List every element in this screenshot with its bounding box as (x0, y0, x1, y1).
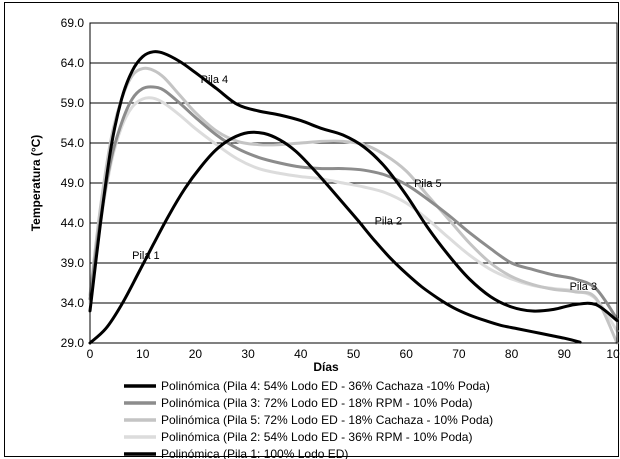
series-line-4 (88, 96, 619, 333)
legend-entry: Polinómica (Pila 5: 72% Lodo ED - 18% Ca… (161, 413, 493, 427)
annotation-label: Pila 1 (132, 250, 160, 262)
series-line-3 (88, 66, 619, 345)
y-axis-label: Temperatura (°C) (29, 135, 43, 232)
legend-entry: Polinómica (Pila 4: 54% Lodo ED - 36% Ca… (161, 379, 490, 393)
y-tick-label: 44.0 (61, 216, 85, 230)
series-line-5 (88, 130, 582, 345)
y-tick-label: 39.0 (61, 256, 85, 270)
x-tick-label: 70 (452, 347, 466, 361)
x-tick-label: 10 (606, 347, 620, 361)
y-tick-label: 54.0 (61, 136, 85, 150)
y-tick-label: 69.0 (61, 16, 85, 30)
legend-entry: Polinómica (Pila 2: 54% Lodo ED - 36% RP… (161, 430, 472, 444)
y-tick-label: 29.0 (61, 336, 85, 350)
legend: Polinómica (Pila 4: 54% Lodo ED - 36% Ca… (124, 379, 493, 459)
x-tick-label: 40 (294, 347, 308, 361)
annotation-label: Pila 3 (570, 281, 598, 293)
x-tick-labels: 0 10 20 30 40 50 60 70 80 90 10 (87, 347, 620, 361)
x-tick-label: 90 (558, 347, 572, 361)
x-tick-label: 80 (505, 347, 519, 361)
chart-frame (4, 2, 619, 457)
y-tick-labels: 29.0 34.0 39.0 44.0 49.0 54.0 59.0 64.0 69.0 (61, 16, 85, 350)
plot-area-border (89, 22, 618, 344)
x-tick-label: 20 (189, 347, 203, 361)
y-tick-label: 59.0 (61, 96, 85, 110)
y-tick-label: 34.0 (61, 296, 85, 310)
x-tick-label: 60 (400, 347, 414, 361)
annotation-label: Pila 5 (414, 178, 442, 190)
x-tick-label: 50 (347, 347, 361, 361)
x-tick-label: 10 (136, 347, 150, 361)
x-tick-label: 0 (87, 347, 94, 361)
annotations: Pila 4 Pila 5 Pila 2 Pila 1 Pila 3 (132, 74, 597, 293)
series-line-1 (88, 50, 619, 323)
y-tick-label: 49.0 (61, 176, 85, 190)
annotation-label: Pila 2 (375, 216, 403, 228)
x-tick-label: 30 (241, 347, 255, 361)
annotation-label: Pila 4 (201, 74, 229, 86)
y-tick-label: 64.0 (61, 56, 85, 70)
legend-entry: Polinómica (Pila 1: 100% Lodo ED) (161, 447, 348, 459)
legend-entry: Polinómica (Pila 3: 72% Lodo ED - 18% RP… (161, 396, 472, 410)
series-line-2 (88, 85, 619, 321)
series-lines (88, 50, 619, 345)
x-axis-label: Días (313, 360, 339, 374)
grid-lines (90, 22, 617, 344)
